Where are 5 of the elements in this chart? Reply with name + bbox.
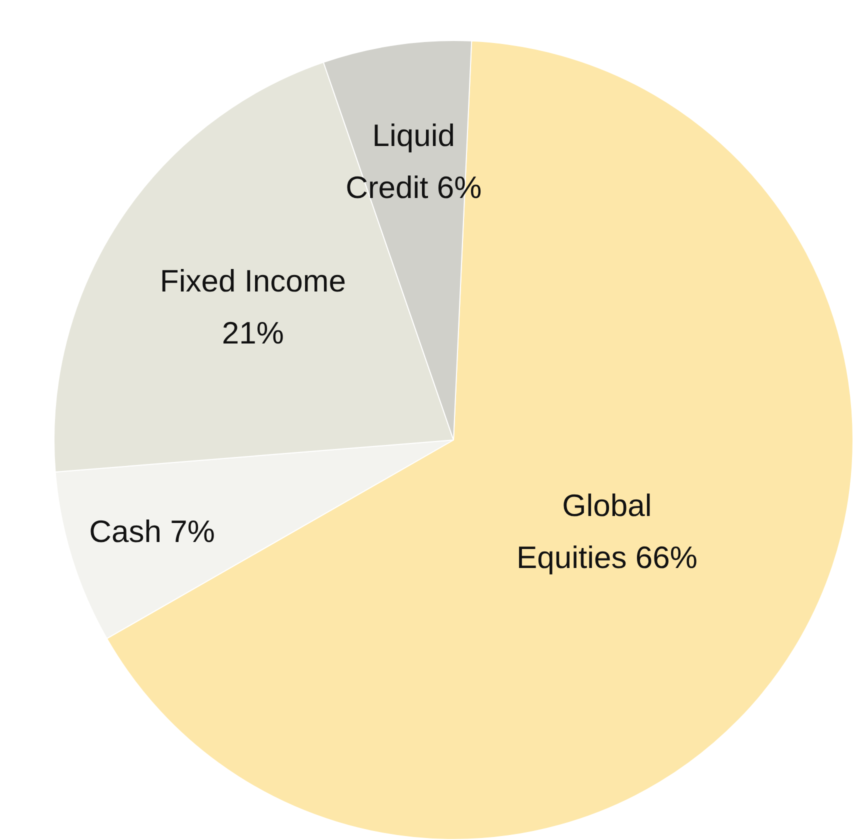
data-label: 21%: [222, 315, 284, 350]
slice-label: Liquid Credit 6%: [346, 118, 482, 205]
slice-label: Fixed Income: [160, 263, 346, 298]
slice-label: Cash 7%: [89, 514, 215, 549]
slice-label: Global Equities 66%: [516, 488, 698, 576]
